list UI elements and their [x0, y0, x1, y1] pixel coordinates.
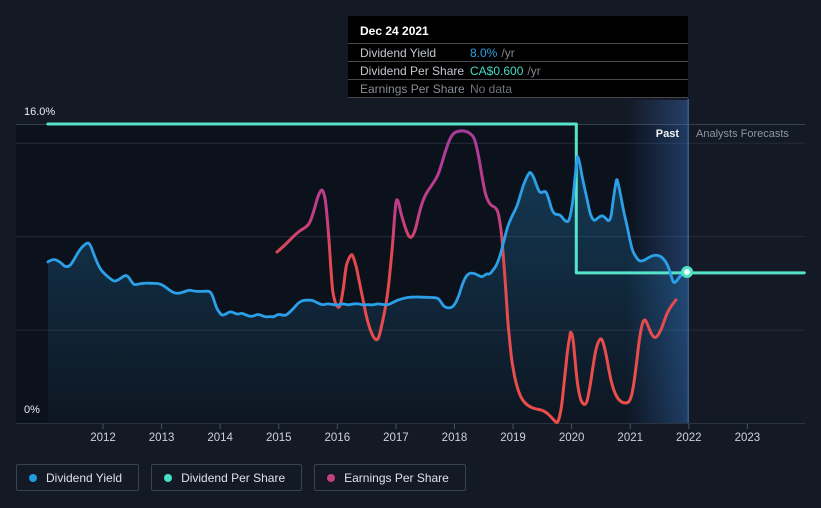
x-tick-label: 2023	[735, 432, 761, 444]
tooltip-row-value: No data	[470, 81, 513, 96]
x-tick-label: 2018	[442, 432, 468, 444]
y-axis-max-label: 16.0%	[24, 106, 56, 118]
legend: Dividend Yield Dividend Per Share Earnin…	[16, 464, 466, 491]
tooltip-row-suffix: /yr	[501, 45, 515, 60]
x-tick-label: 2012	[90, 432, 116, 444]
tooltip-row-label: Dividend Per Share	[360, 63, 465, 78]
legend-item-dividend-yield[interactable]: Dividend Yield	[16, 464, 140, 491]
tooltip-row-value: CA$0.600	[470, 63, 524, 78]
tooltip-row-label: Dividend Yield	[360, 45, 437, 60]
x-tick-label: 2014	[207, 432, 233, 444]
tooltip-date: Dec 24 2021	[360, 24, 429, 38]
tooltip-row-value: 8.0%	[470, 45, 498, 60]
past-region-label: Past	[655, 128, 679, 140]
dividend-per-share-dot-icon	[164, 473, 173, 482]
x-tick-label: 2015	[266, 432, 292, 444]
x-tick-label: 2022	[676, 432, 702, 444]
legend-item-label: Dividend Per Share	[181, 470, 286, 485]
dividend-yield-dot-icon	[29, 473, 37, 482]
x-tick-label: 2019	[500, 432, 526, 444]
tooltip-row-dividend-per-share: Dividend Per Share CA$0.600 /yr	[348, 61, 688, 79]
legend-item-earnings-per-share[interactable]: Earnings Per Share	[314, 464, 466, 491]
x-tick-label: 2021	[617, 432, 643, 444]
tooltip-row-suffix: /yr	[527, 63, 541, 78]
x-tick-label: 2013	[149, 432, 175, 444]
y-axis-zero-label: 0%	[24, 404, 40, 416]
dividend-yield-line	[46, 155, 689, 319]
current-value-marker	[681, 266, 694, 279]
tooltip-row-dividend-yield: Dividend Yield 8.0% /yr	[348, 43, 688, 61]
x-tick-label: 2020	[559, 432, 585, 444]
x-tick-label: 2016	[325, 432, 351, 444]
forecast-region-label: Analysts Forecasts	[696, 128, 789, 140]
legend-item-label: Earnings Per Share	[344, 470, 449, 485]
tooltip-row-earnings-per-share: Earnings Per Share No data	[348, 79, 688, 98]
tooltip: Dec 24 2021 Dividend Yield 8.0% /yr Divi…	[348, 16, 688, 98]
legend-item-label: Dividend Yield	[46, 470, 123, 485]
legend-item-dividend-per-share[interactable]: Dividend Per Share	[151, 464, 303, 491]
x-tick-label: 2017	[383, 432, 409, 444]
earnings-per-share-line	[275, 129, 678, 424]
tooltip-row-label: Earnings Per Share	[360, 81, 465, 96]
earnings-per-share-dot-icon	[327, 473, 336, 482]
